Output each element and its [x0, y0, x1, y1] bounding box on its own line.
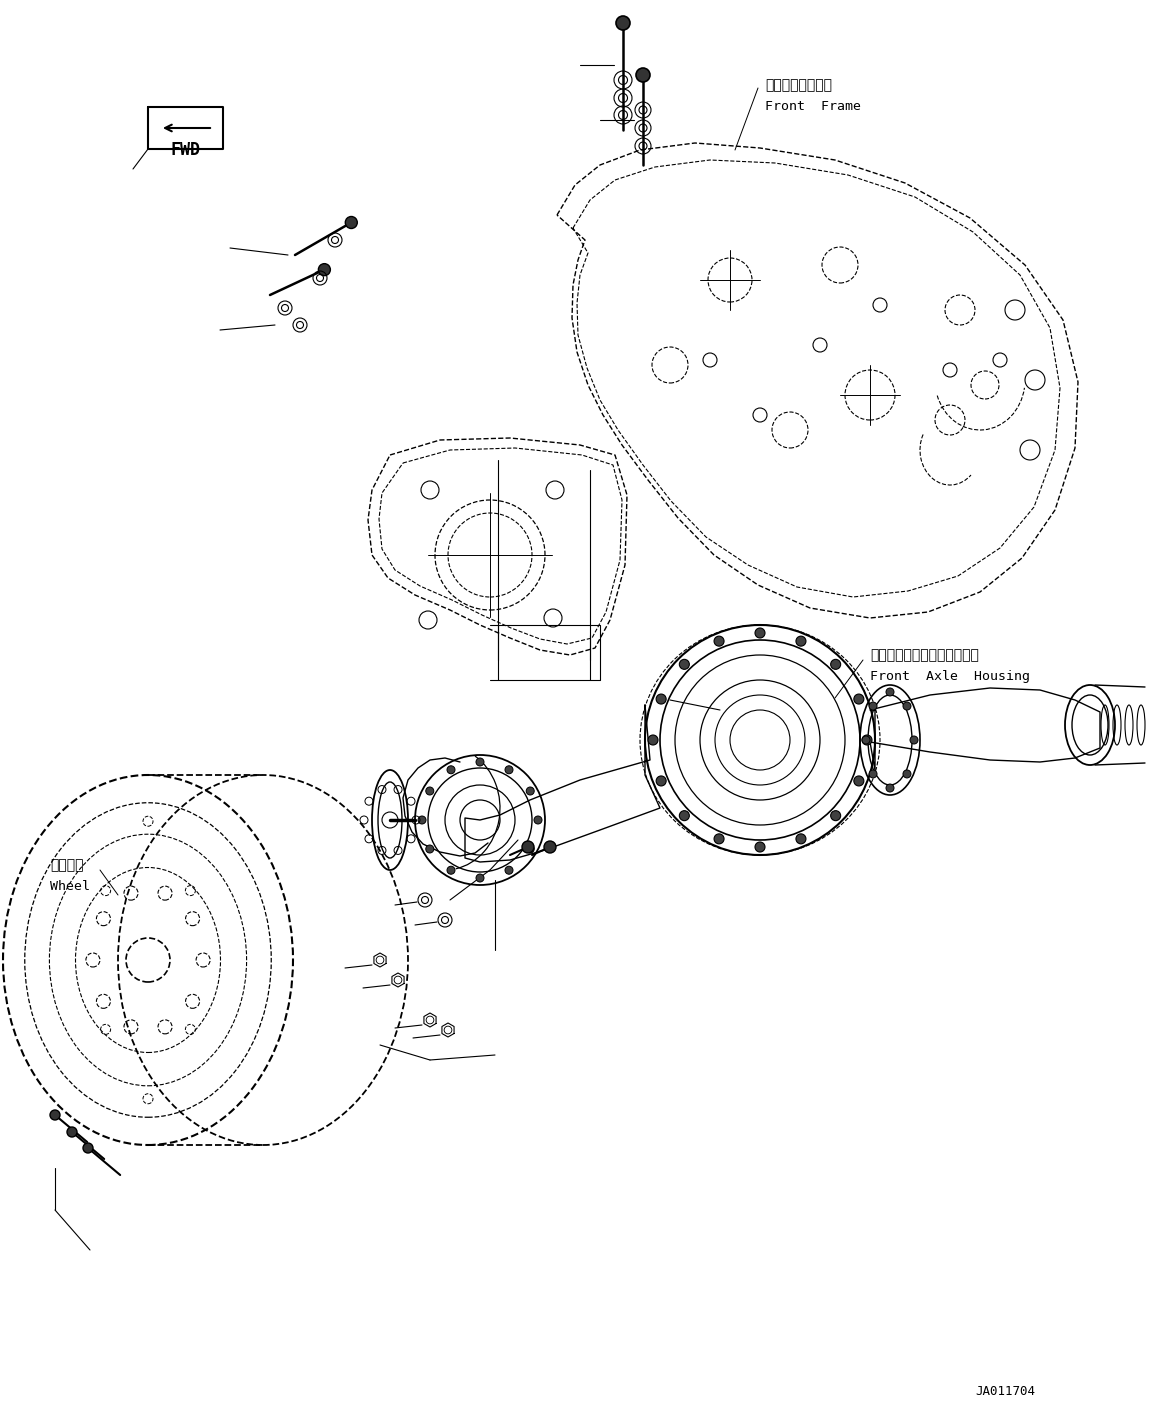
- Circle shape: [616, 16, 630, 30]
- Text: ホイール: ホイール: [50, 858, 84, 873]
- Circle shape: [544, 842, 556, 853]
- Circle shape: [679, 810, 690, 820]
- Circle shape: [902, 770, 911, 778]
- Circle shape: [656, 777, 666, 786]
- Circle shape: [909, 736, 918, 744]
- Circle shape: [862, 736, 872, 746]
- Circle shape: [636, 68, 650, 82]
- Circle shape: [886, 784, 894, 792]
- Circle shape: [714, 637, 725, 647]
- Circle shape: [755, 628, 765, 638]
- Circle shape: [755, 842, 765, 851]
- Text: JA011704: JA011704: [975, 1385, 1035, 1398]
- Circle shape: [526, 786, 534, 795]
- Circle shape: [869, 702, 877, 710]
- Circle shape: [447, 765, 455, 774]
- Circle shape: [345, 216, 357, 229]
- Text: FWD: FWD: [170, 141, 200, 160]
- Circle shape: [83, 1142, 93, 1154]
- Circle shape: [67, 1127, 77, 1137]
- Circle shape: [714, 834, 725, 844]
- Circle shape: [869, 770, 877, 778]
- Circle shape: [902, 702, 911, 710]
- Circle shape: [505, 765, 513, 774]
- Text: Front  Axle  Housing: Front Axle Housing: [870, 671, 1030, 683]
- Circle shape: [656, 695, 666, 705]
- Circle shape: [476, 874, 484, 882]
- Circle shape: [679, 659, 690, 669]
- Text: フロントフレーム: フロントフレーム: [765, 78, 832, 92]
- Circle shape: [447, 866, 455, 874]
- Circle shape: [526, 844, 534, 853]
- Text: フロントアクスルハウジング: フロントアクスルハウジング: [870, 648, 979, 662]
- Circle shape: [854, 695, 864, 705]
- Circle shape: [534, 816, 542, 825]
- Circle shape: [418, 816, 426, 825]
- Circle shape: [505, 866, 513, 874]
- Text: Wheel: Wheel: [50, 880, 90, 892]
- Circle shape: [319, 264, 330, 275]
- Circle shape: [795, 834, 806, 844]
- Circle shape: [830, 810, 841, 820]
- Circle shape: [648, 736, 658, 746]
- Circle shape: [522, 842, 534, 853]
- Text: Front  Frame: Front Frame: [765, 100, 861, 113]
- Circle shape: [830, 659, 841, 669]
- Circle shape: [886, 688, 894, 696]
- Circle shape: [476, 758, 484, 765]
- Circle shape: [50, 1110, 60, 1120]
- Circle shape: [795, 637, 806, 647]
- Circle shape: [426, 844, 434, 853]
- Circle shape: [426, 786, 434, 795]
- Circle shape: [862, 736, 870, 744]
- Circle shape: [854, 777, 864, 786]
